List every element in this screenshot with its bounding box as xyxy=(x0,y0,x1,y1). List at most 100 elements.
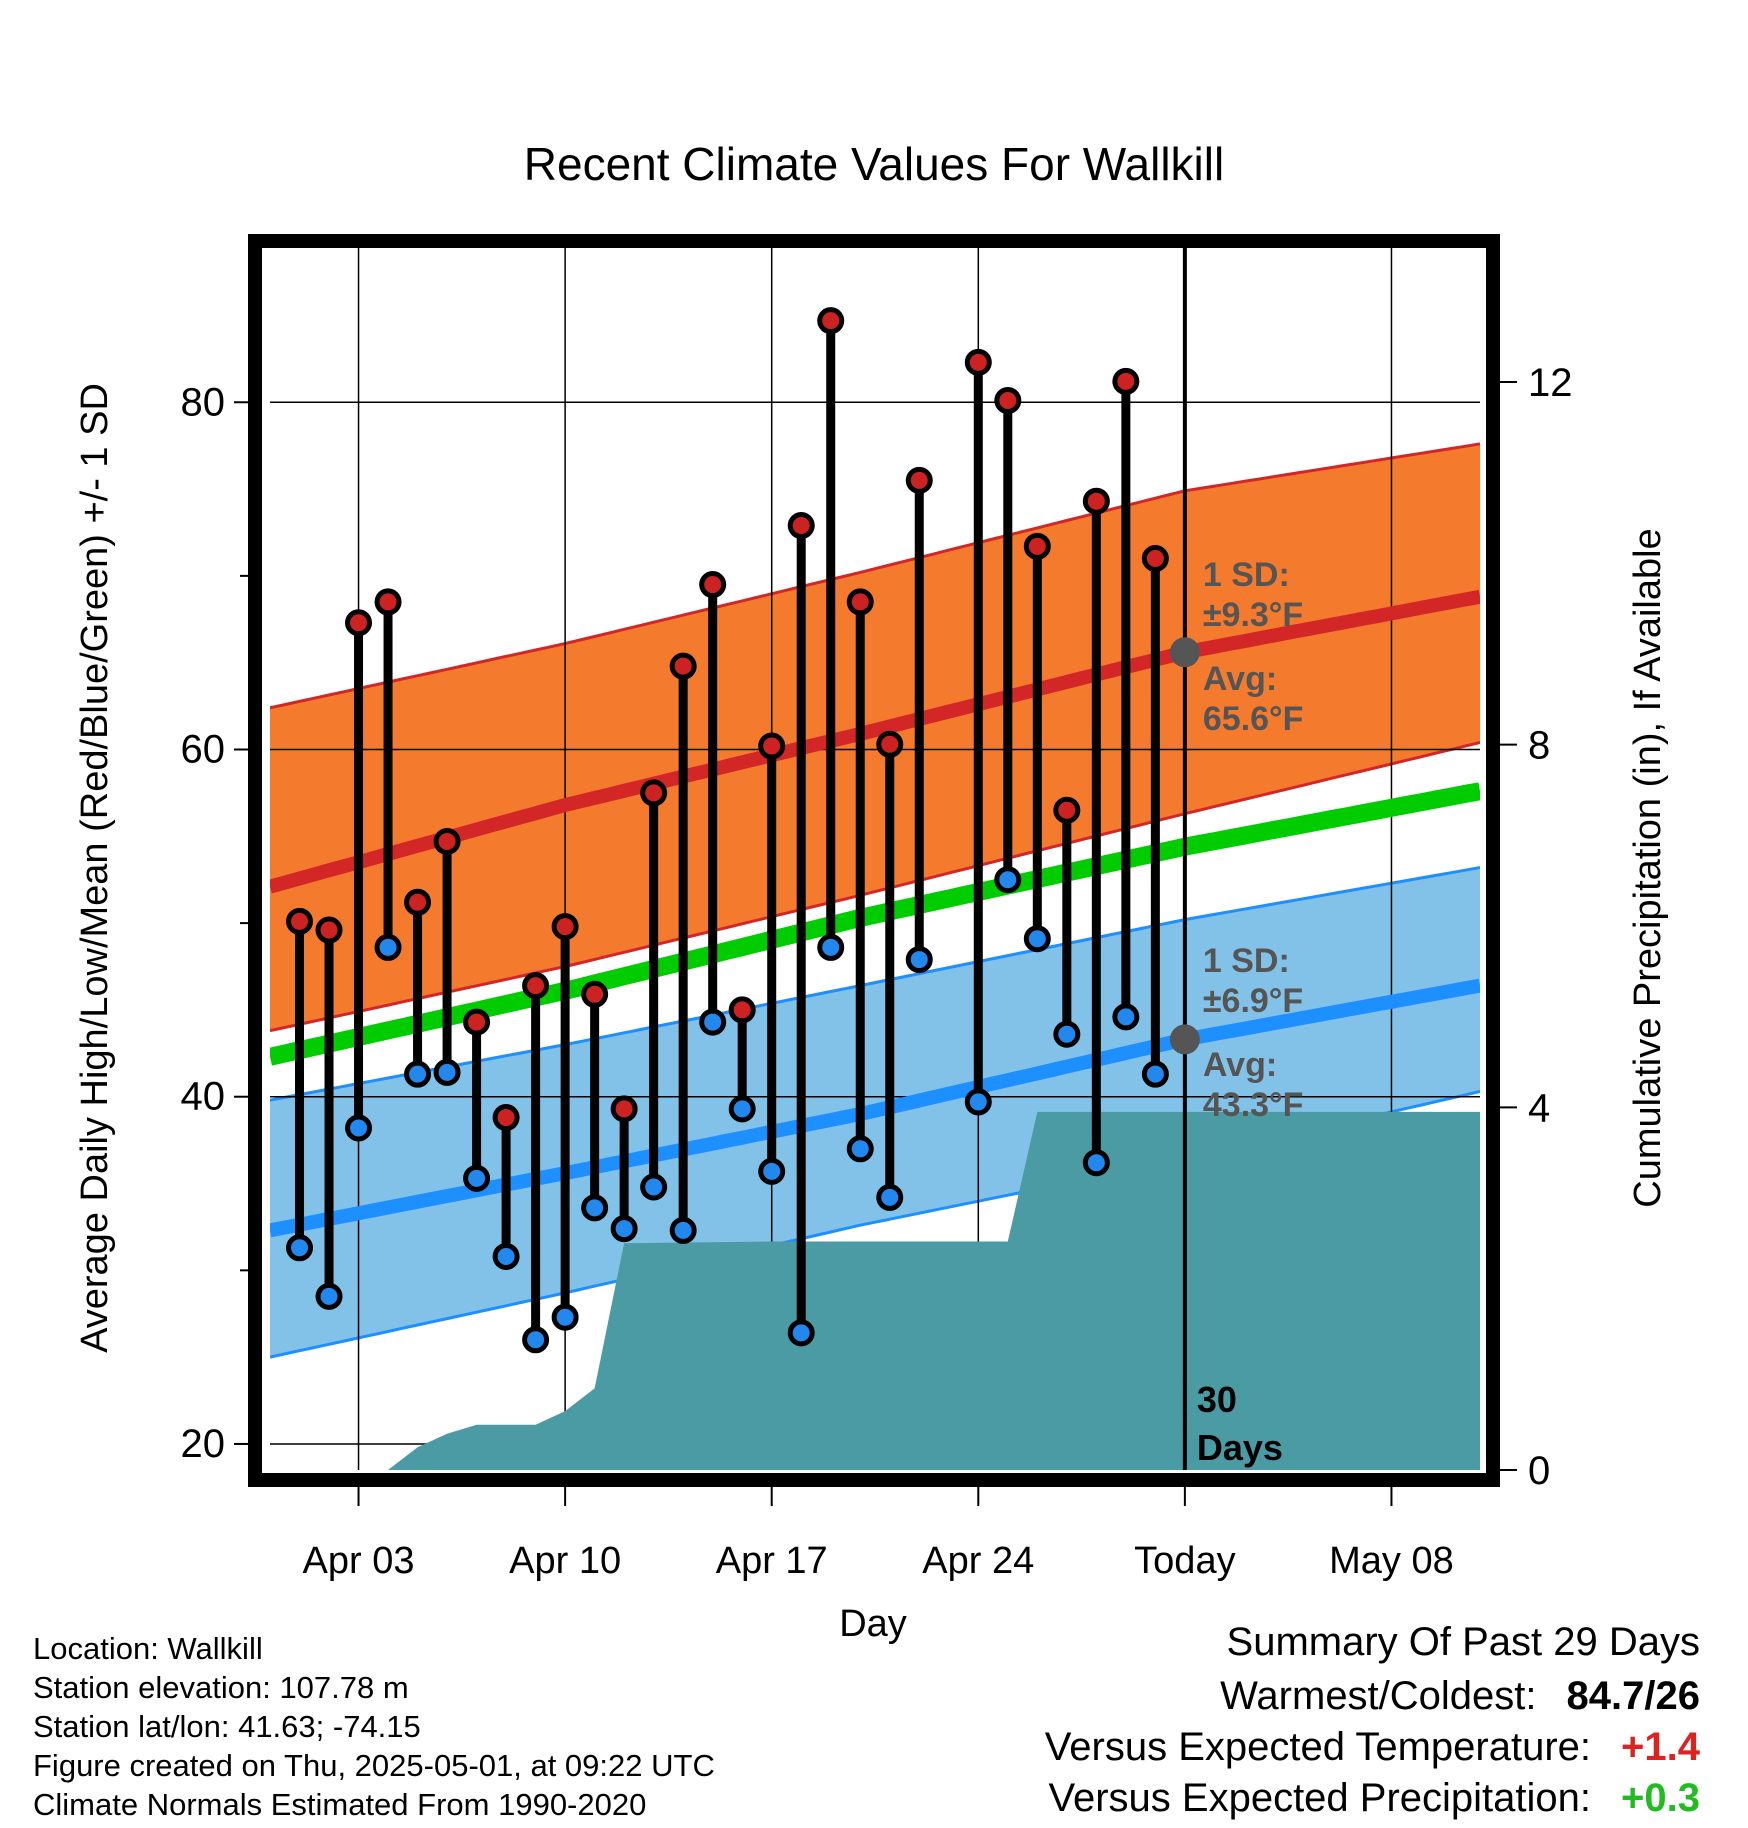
y-right-tick-label: 12 xyxy=(1528,361,1573,405)
high-normal-line xyxy=(270,589,1480,894)
x-axis-label: Day xyxy=(839,1603,907,1645)
daily-low-point xyxy=(433,1058,461,1086)
temperature-label: Versus Expected Temperature: xyxy=(1044,1725,1592,1769)
daily-high-point xyxy=(846,588,874,616)
daily-low-point xyxy=(964,1088,992,1116)
daily-low-point xyxy=(1023,925,1051,953)
daily-low-point xyxy=(581,1194,609,1222)
warmest-coldest-label: Warmest/Coldest: xyxy=(1220,1674,1537,1718)
daily-high-point xyxy=(758,732,786,760)
daily-low-point xyxy=(1053,1020,1081,1048)
y-right-tick-label: 0 xyxy=(1528,1449,1550,1493)
daily-low-point xyxy=(492,1242,520,1270)
precip-area xyxy=(270,1111,1480,1470)
y-axis-label-left: Average Daily High/Low/Mean (Red/Blue/Gr… xyxy=(74,383,116,1353)
daily-high-point xyxy=(492,1104,520,1132)
precipitation-value: +0.3 xyxy=(1621,1776,1700,1820)
y-right-tick-label: 4 xyxy=(1528,1086,1550,1130)
daily-high-point xyxy=(581,980,609,1008)
daily-high-point xyxy=(669,652,697,680)
x-tick-label: May 08 xyxy=(1329,1540,1454,1582)
x-tick-label: Today xyxy=(1134,1540,1235,1582)
daily-low-point xyxy=(994,866,1022,894)
daily-low-point xyxy=(876,1183,904,1211)
y-left-tick-label: 20 xyxy=(181,1422,226,1466)
x-tick-label: Apr 10 xyxy=(509,1540,621,1582)
daily-high-point xyxy=(728,996,756,1024)
daily-low-point xyxy=(846,1135,874,1163)
daily-low-point xyxy=(728,1095,756,1123)
plot-frame xyxy=(248,234,1500,1487)
summary-title: Summary Of Past 29 Days xyxy=(1227,1620,1700,1665)
low-normal-annotation: 1 SD:±6.9°F Avg:43.3°F xyxy=(1203,942,1304,1124)
temperature-value: +1.4 xyxy=(1621,1725,1700,1769)
daily-low-point xyxy=(787,1319,815,1347)
daily-low-point xyxy=(1082,1149,1110,1177)
x-tick-label: Apr 03 xyxy=(303,1540,415,1582)
daily-low-point xyxy=(905,946,933,974)
daily-low-point xyxy=(463,1164,491,1192)
high-normal-annotation-avg-label: Avg: xyxy=(1203,660,1277,698)
precipitation-label: Versus Expected Precipitation: xyxy=(1048,1776,1592,1820)
daily-high-point xyxy=(640,779,668,807)
low-sd-upper-edge xyxy=(270,866,1480,1102)
daily-low-point xyxy=(817,933,845,961)
daily-high-point xyxy=(905,466,933,494)
high-sd-upper-edge xyxy=(270,442,1480,710)
daily-low-point xyxy=(610,1215,638,1243)
daily-high-point xyxy=(522,972,550,1000)
daily-high-point xyxy=(964,348,992,376)
daily-high-point xyxy=(1112,367,1140,395)
daily-high-point xyxy=(1141,545,1169,573)
footer-elevation: Station elevation: 107.78 m xyxy=(33,1670,409,1705)
daily-high-point xyxy=(1023,532,1051,560)
y-axis-label-right: Cumulative Precipitation (in), If Availa… xyxy=(1627,528,1669,1207)
high-avg-marker xyxy=(1169,637,1200,668)
daily-low-point xyxy=(669,1216,697,1244)
high-normal-annotation-avg-value: 65.6°F xyxy=(1203,700,1304,738)
high-normal-annotation-sd-value: ±9.3°F xyxy=(1203,596,1303,634)
y-right-tick-label: 8 xyxy=(1528,724,1550,768)
daily-low-point xyxy=(640,1173,668,1201)
daily-high-point xyxy=(699,571,727,599)
low-normal-line xyxy=(270,978,1480,1238)
summary-temperature: Versus Expected Temperature: +1.4 xyxy=(1045,1725,1700,1770)
daily-high-point xyxy=(551,913,579,941)
footer-created: Figure created on Thu, 2025-05-01, at 09… xyxy=(33,1748,715,1783)
days-count-label: 30 xyxy=(1197,1379,1237,1420)
low-normal-annotation-avg-value: 43.3°F xyxy=(1203,1086,1304,1124)
daily-low-point xyxy=(345,1114,373,1142)
footer-location: Location: Wallkill xyxy=(33,1631,263,1666)
daily-low-point xyxy=(758,1157,786,1185)
x-tick-label: Apr 24 xyxy=(922,1540,1034,1582)
daily-low-point xyxy=(286,1234,314,1262)
footer-latlon: Station lat/lon: 41.63; -74.15 xyxy=(33,1709,421,1744)
low-normal-annotation-sd-value: ±6.9°F xyxy=(1203,982,1303,1020)
daily-high-point xyxy=(1053,796,1081,824)
y-left-tick-label: 40 xyxy=(181,1075,226,1119)
x-tick-label: Apr 17 xyxy=(716,1540,828,1582)
daily-low-point xyxy=(404,1060,432,1088)
daily-high-point xyxy=(345,609,373,637)
low-normal-annotation-avg-label: Avg: xyxy=(1203,1046,1277,1084)
daily-low-point xyxy=(374,933,402,961)
daily-high-point xyxy=(286,907,314,935)
chart-title: Recent Climate Values For Wallkill xyxy=(524,138,1224,190)
summary-title-text: Summary Of Past 29 Days xyxy=(1226,1620,1700,1664)
daily-high-point xyxy=(463,1008,491,1036)
daily-high-point xyxy=(610,1095,638,1123)
summary-precipitation: Versus Expected Precipitation: +0.3 xyxy=(1049,1776,1701,1821)
daily-low-point xyxy=(315,1282,343,1310)
footer-normals: Climate Normals Estimated From 1990-2020 xyxy=(33,1787,647,1822)
daily-high-point xyxy=(817,307,845,335)
days-unit-label: Days xyxy=(1197,1427,1283,1468)
daily-low-point xyxy=(1141,1060,1169,1088)
low-normal-annotation-sd-label: 1 SD: xyxy=(1203,942,1290,980)
low-avg-marker xyxy=(1169,1024,1200,1055)
high-normal-annotation: 1 SD:±9.3°F Avg:65.6°F xyxy=(1203,556,1304,738)
daily-high-point xyxy=(315,916,343,944)
daily-high-point xyxy=(994,387,1022,415)
daily-high-point xyxy=(374,588,402,616)
